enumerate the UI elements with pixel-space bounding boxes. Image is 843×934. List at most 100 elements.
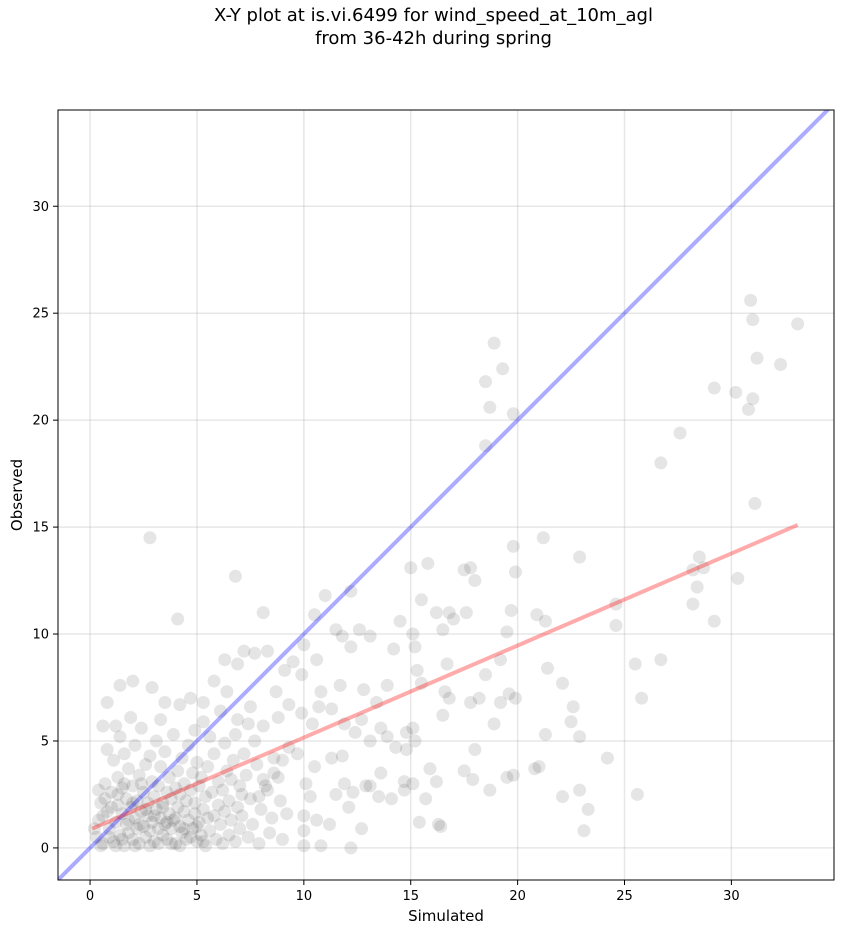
data-point xyxy=(399,743,413,757)
data-point xyxy=(774,358,788,372)
plot-background xyxy=(58,110,834,880)
data-point xyxy=(194,828,208,842)
data-point xyxy=(344,841,358,855)
data-point xyxy=(126,779,140,793)
data-point xyxy=(457,764,471,778)
data-point xyxy=(421,556,435,570)
data-point xyxy=(380,730,394,744)
data-point xyxy=(188,807,202,821)
data-point xyxy=(359,779,373,793)
data-point xyxy=(297,809,311,823)
data-point xyxy=(248,646,262,660)
data-point xyxy=(228,569,242,583)
data-point xyxy=(408,640,422,654)
data-point xyxy=(472,691,486,705)
data-point xyxy=(128,811,142,825)
data-point xyxy=(312,700,326,714)
data-point xyxy=(94,796,108,810)
x-tick-label: 10 xyxy=(296,889,313,904)
data-point xyxy=(164,792,178,806)
data-point xyxy=(231,800,245,814)
data-point xyxy=(256,606,270,620)
data-point xyxy=(352,623,366,637)
data-point xyxy=(273,794,287,808)
data-point xyxy=(107,753,121,767)
data-point xyxy=(151,822,165,836)
data-point xyxy=(459,606,473,620)
data-point xyxy=(224,772,238,786)
data-point xyxy=(573,783,587,797)
data-point xyxy=(374,721,388,735)
data-point xyxy=(126,832,140,846)
data-point xyxy=(175,826,189,840)
y-axis-label: Observed xyxy=(8,459,26,531)
data-point xyxy=(729,385,743,399)
data-point xyxy=(337,717,351,731)
x-tick-label: 25 xyxy=(616,889,633,904)
data-point xyxy=(419,792,433,806)
data-point xyxy=(600,751,614,765)
data-point xyxy=(581,802,595,816)
data-point xyxy=(143,749,157,763)
data-point xyxy=(192,815,206,829)
data-point xyxy=(233,779,247,793)
data-point xyxy=(205,785,219,799)
data-point xyxy=(132,768,146,782)
data-point xyxy=(173,787,187,801)
data-point xyxy=(134,777,148,791)
data-point xyxy=(297,839,311,853)
data-point xyxy=(196,695,210,709)
data-point xyxy=(577,824,591,838)
data-point xyxy=(333,678,347,692)
data-point xyxy=(464,561,478,575)
y-tick-label: 20 xyxy=(32,414,49,429)
data-point xyxy=(410,663,424,677)
data-point xyxy=(412,815,426,829)
data-point xyxy=(750,351,764,365)
data-point xyxy=(556,676,570,690)
data-point xyxy=(169,837,183,851)
data-point xyxy=(235,787,249,801)
data-point xyxy=(297,638,311,652)
data-point xyxy=(271,770,285,784)
data-point xyxy=(252,837,266,851)
data-point xyxy=(177,777,191,791)
data-point xyxy=(160,785,174,799)
data-point xyxy=(115,807,129,821)
y-tick-label: 5 xyxy=(41,734,49,749)
data-point xyxy=(149,734,163,748)
data-point xyxy=(188,796,202,810)
data-point xyxy=(635,691,649,705)
data-point xyxy=(286,655,300,669)
data-point xyxy=(265,811,279,825)
data-point xyxy=(387,642,401,656)
data-point xyxy=(436,708,450,722)
data-point xyxy=(686,597,700,611)
data-point xyxy=(355,822,369,836)
data-point xyxy=(508,691,522,705)
data-point xyxy=(252,790,266,804)
data-point xyxy=(201,760,215,774)
data-point xyxy=(256,719,270,733)
data-point xyxy=(145,775,159,789)
data-point xyxy=(429,606,443,620)
data-point xyxy=(241,717,255,731)
data-point xyxy=(162,770,176,784)
data-point xyxy=(201,811,215,825)
data-point xyxy=(134,805,148,819)
data-point xyxy=(207,674,221,688)
data-point xyxy=(429,775,443,789)
data-point xyxy=(466,772,480,786)
data-point xyxy=(166,728,180,742)
data-point xyxy=(119,817,133,831)
data-point xyxy=(137,785,151,799)
data-point xyxy=(207,747,221,761)
data-point xyxy=(113,730,127,744)
data-point xyxy=(314,839,328,853)
data-point xyxy=(179,794,193,808)
data-point xyxy=(271,710,285,724)
data-point xyxy=(128,738,142,752)
data-point xyxy=(566,700,580,714)
data-point xyxy=(628,657,642,671)
